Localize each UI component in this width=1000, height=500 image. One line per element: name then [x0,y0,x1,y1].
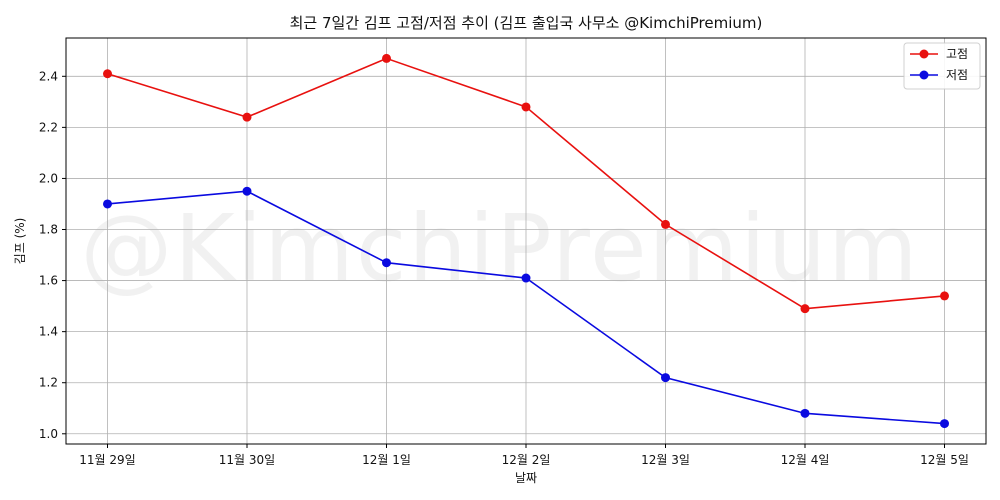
chart-title: 최근 7일간 김프 고점/저점 추이 (김프 출입국 사무소 @KimchiPr… [290,14,763,32]
y-tick-label: 1.8 [39,223,58,237]
x-tick-label: 12월 1일 [362,453,411,467]
y-tick-label: 2.4 [39,69,58,83]
y-tick-label: 1.4 [39,325,58,339]
x-axis: 11월 29일 11월 30일 12월 1일 12월 2일 12월 3일 12월 4일 12… [79,444,969,467]
series-layer [103,53,949,429]
series-1-point [661,219,670,229]
series-1-point [800,304,810,314]
watermark: @KimchiPremium [80,195,919,302]
legend-box [903,42,981,90]
x-tick-label: 11월 29일 [79,453,135,467]
x-tick-label: 11월 30일 [219,453,275,467]
y-tick-label: 1.6 [39,274,58,288]
series-1-point [103,69,112,79]
series-2-point [242,186,252,196]
legend-swatch-marker [919,70,929,80]
x-tick-label: 12월 3일 [641,453,690,467]
legend-swatch-marker [919,49,929,59]
x-tick-label: 12월 2일 [502,453,551,467]
y-axis-label: 김프 (%) [13,218,27,265]
series-2-point [800,408,810,418]
legend-label: 저점 [946,68,968,82]
series-1-point [521,102,531,112]
x-axis-label: 날짜 [515,471,537,485]
series-2-point [940,419,949,429]
y-axis: 1.0 1.2 1.4 1.6 1.8 2.0 2.2 2.4 [39,69,66,441]
y-tick-label: 2.2 [39,120,58,134]
series-1-point [382,53,391,63]
x-tick-label: 12월 5일 [920,453,969,467]
series-2-point [521,273,531,283]
series-2-point [382,258,391,268]
series-1-point [242,112,252,122]
x-tick-label: 12월 4일 [781,453,830,467]
legend-label: 고점 [946,47,968,61]
grid-lines [66,38,986,444]
y-tick-label: 1.0 [39,427,58,441]
series-2-point [103,199,112,209]
series-1-point [940,291,949,301]
y-tick-label: 2.0 [39,171,58,185]
series-2-point [661,373,670,383]
y-tick-label: 1.2 [39,376,58,390]
